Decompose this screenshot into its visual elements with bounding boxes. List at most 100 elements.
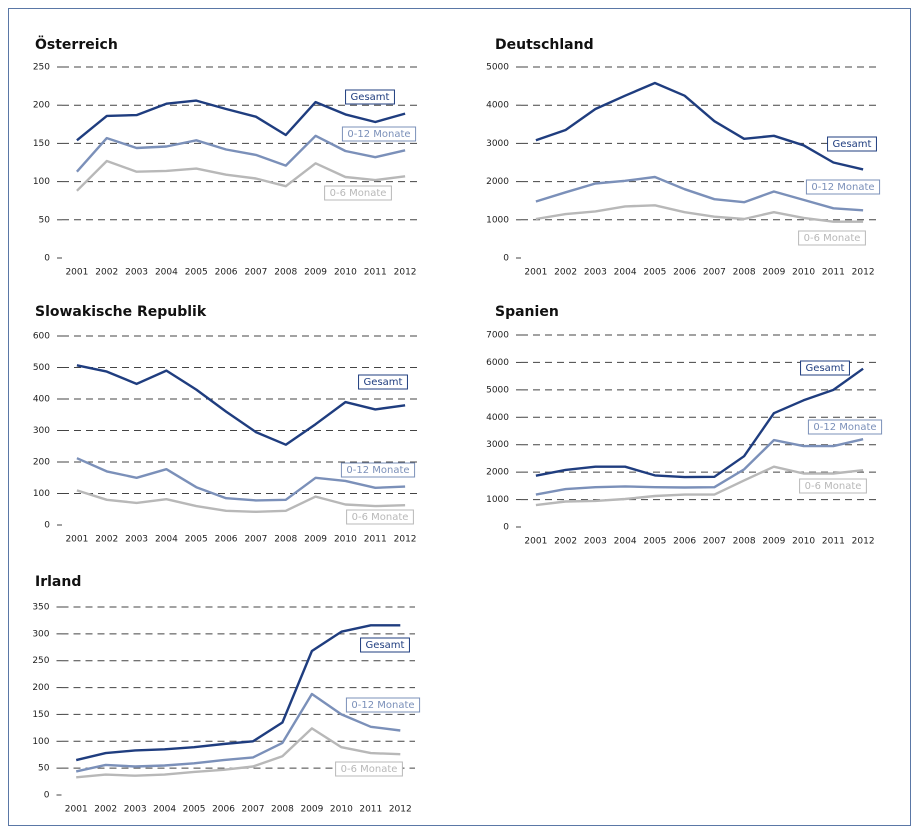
series-line bbox=[76, 134, 406, 173]
x-tick-label: 2011 bbox=[822, 268, 845, 278]
series-label-box bbox=[358, 374, 408, 390]
series-label-box bbox=[360, 637, 410, 653]
y-tick-label: 300 bbox=[32, 629, 49, 639]
chart-title: Deutschland bbox=[495, 37, 594, 53]
y-tick-label: 2000 bbox=[486, 177, 509, 187]
series-line bbox=[535, 438, 864, 496]
x-tick-label: 2001 bbox=[65, 805, 88, 815]
series-line bbox=[76, 159, 406, 192]
series-line bbox=[75, 692, 401, 773]
x-tick-label: 2005 bbox=[183, 805, 206, 815]
x-tick-label: 2006 bbox=[215, 268, 238, 278]
x-tick-label: 2003 bbox=[584, 268, 607, 278]
x-tick-label: 2009 bbox=[300, 805, 323, 815]
series-line bbox=[535, 175, 864, 212]
series-line bbox=[76, 489, 406, 513]
series-line bbox=[535, 367, 864, 479]
x-tick-label: 2004 bbox=[155, 268, 178, 278]
series-line bbox=[76, 99, 406, 142]
frame bbox=[8, 8, 911, 826]
x-tick-label: 2001 bbox=[524, 268, 547, 278]
y-tick-label: 200 bbox=[33, 101, 50, 111]
y-tick-label: 4000 bbox=[486, 413, 509, 423]
x-tick-label: 2010 bbox=[792, 268, 815, 278]
x-tick-label: 2007 bbox=[244, 535, 267, 545]
series-label: 0-6 Monate bbox=[330, 188, 387, 199]
y-tick-label: 5000 bbox=[486, 63, 509, 73]
y-tick-label: 100 bbox=[33, 489, 50, 499]
series-label-box bbox=[340, 462, 416, 478]
series-label-box bbox=[341, 126, 417, 142]
x-tick-label: 2001 bbox=[65, 268, 88, 278]
series-line bbox=[535, 465, 864, 507]
series-label-box bbox=[335, 761, 403, 777]
series-line bbox=[535, 204, 864, 223]
x-tick-label: 2006 bbox=[673, 537, 696, 547]
y-tick-label: 100 bbox=[33, 177, 50, 187]
y-tick-label: 4000 bbox=[486, 101, 509, 111]
y-tick-label: 0 bbox=[44, 521, 50, 531]
x-tick-label: 2003 bbox=[124, 805, 147, 815]
chart-title: Österreich bbox=[35, 35, 118, 53]
y-tick-label: 400 bbox=[33, 395, 50, 405]
x-tick-label: 2010 bbox=[330, 805, 353, 815]
x-tick-label: 2005 bbox=[185, 268, 208, 278]
y-tick-label: 600 bbox=[33, 332, 50, 342]
y-tick-label: 5000 bbox=[486, 385, 509, 395]
x-tick-label: 2002 bbox=[95, 535, 118, 545]
x-tick-label: 2011 bbox=[364, 268, 387, 278]
series-label: Gesamt bbox=[351, 92, 390, 103]
x-tick-label: 2005 bbox=[185, 535, 208, 545]
x-tick-label: 2008 bbox=[274, 535, 297, 545]
x-tick-label: 2007 bbox=[244, 268, 267, 278]
y-tick-label: 50 bbox=[38, 764, 50, 774]
x-tick-label: 2012 bbox=[852, 268, 875, 278]
series-label-box bbox=[324, 185, 392, 201]
y-tick-label: 150 bbox=[32, 710, 49, 720]
y-tick-label: 500 bbox=[33, 363, 50, 373]
series-label: 0-6 Monate bbox=[341, 764, 398, 775]
x-tick-label: 2011 bbox=[359, 805, 382, 815]
y-tick-label: 50 bbox=[39, 215, 51, 225]
y-tick-label: 200 bbox=[32, 683, 49, 693]
y-tick-label: 0 bbox=[503, 523, 509, 533]
x-tick-label: 2004 bbox=[614, 537, 637, 547]
x-tick-label: 2012 bbox=[389, 805, 412, 815]
x-tick-label: 2012 bbox=[852, 537, 875, 547]
series-label-box bbox=[805, 179, 881, 195]
x-tick-label: 2006 bbox=[212, 805, 235, 815]
series-label: 0-6 Monate bbox=[805, 481, 862, 492]
series-label: 0-12 Monate bbox=[811, 182, 874, 193]
series-label: 0-12 Monate bbox=[347, 129, 410, 140]
x-tick-label: 2002 bbox=[554, 537, 577, 547]
series-line bbox=[76, 364, 406, 446]
x-tick-label: 2006 bbox=[673, 268, 696, 278]
x-tick-label: 2003 bbox=[125, 268, 148, 278]
x-tick-label: 2004 bbox=[153, 805, 176, 815]
series-label: 0-12 Monate bbox=[813, 422, 876, 433]
x-tick-label: 2005 bbox=[643, 537, 666, 547]
series-label: Gesamt bbox=[366, 640, 405, 651]
x-tick-label: 2012 bbox=[394, 535, 417, 545]
x-tick-label: 2007 bbox=[703, 268, 726, 278]
series-label: 0-12 Monate bbox=[346, 465, 409, 476]
y-tick-label: 0 bbox=[44, 254, 50, 264]
series-line bbox=[76, 727, 401, 779]
x-tick-label: 2007 bbox=[242, 805, 265, 815]
series-label-box bbox=[798, 230, 866, 246]
y-tick-label: 2000 bbox=[486, 468, 509, 478]
x-tick-label: 2010 bbox=[334, 268, 357, 278]
x-tick-label: 2002 bbox=[94, 805, 117, 815]
series-label: Gesamt bbox=[833, 139, 872, 150]
series-line bbox=[75, 624, 401, 762]
x-tick-label: 2012 bbox=[394, 268, 417, 278]
y-tick-label: 200 bbox=[33, 458, 50, 468]
x-tick-label: 2004 bbox=[614, 268, 637, 278]
x-tick-label: 2008 bbox=[733, 268, 756, 278]
series-label-box bbox=[346, 509, 414, 525]
x-tick-label: 2008 bbox=[733, 537, 756, 547]
chart-title: Irland bbox=[35, 574, 81, 590]
x-tick-label: 2006 bbox=[215, 535, 238, 545]
y-tick-label: 6000 bbox=[486, 358, 509, 368]
